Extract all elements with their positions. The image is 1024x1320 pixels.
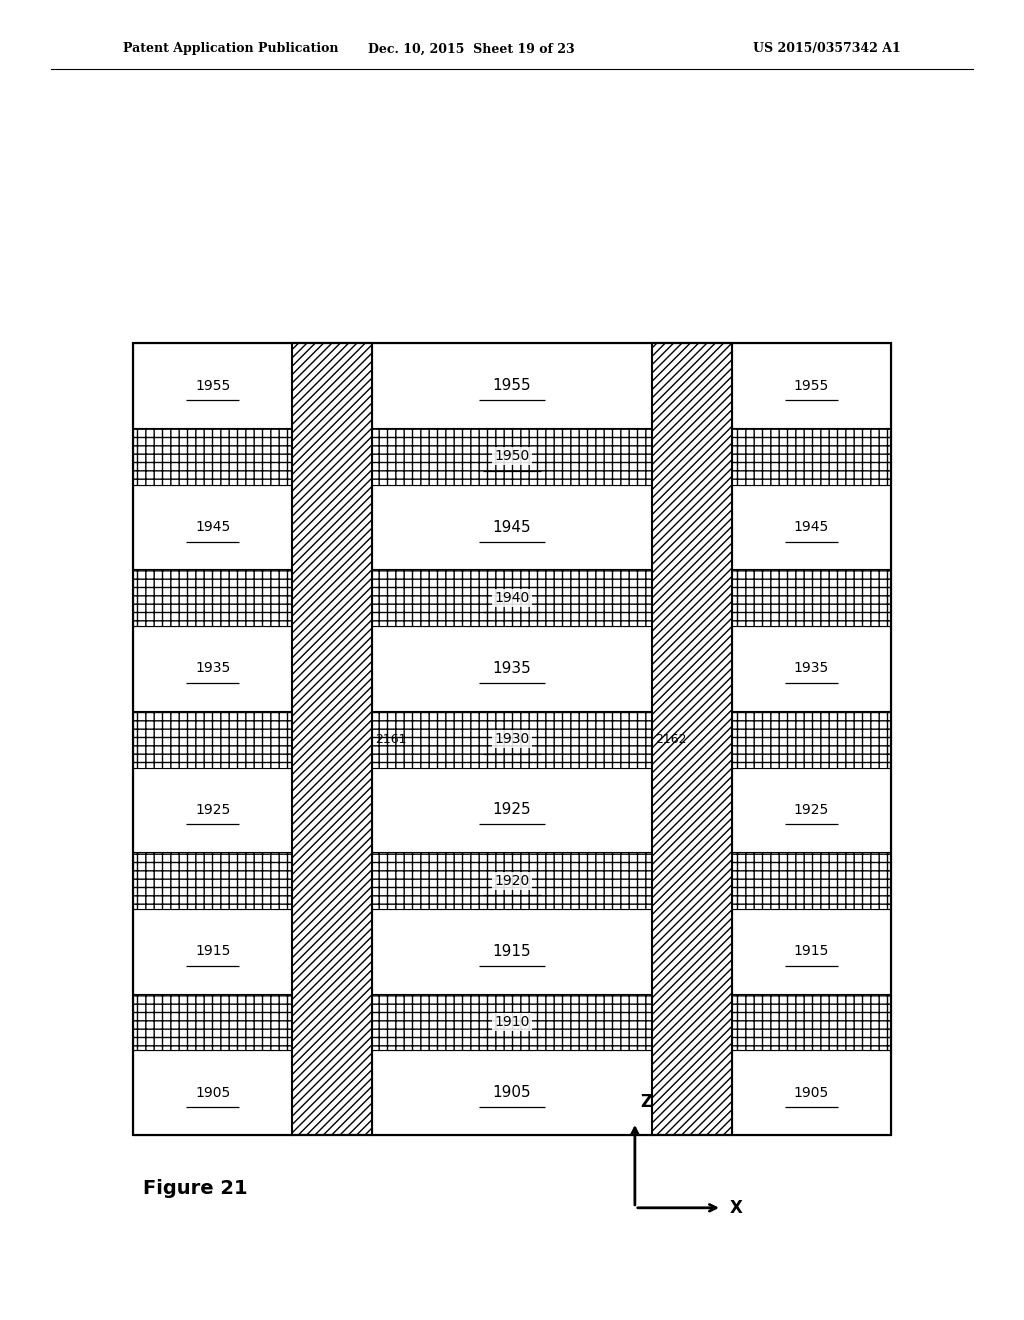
Text: 1955: 1955 [493, 378, 531, 393]
Bar [732, 343, 891, 428]
Bar [133, 711, 292, 767]
Bar [372, 909, 652, 994]
Bar [372, 711, 652, 767]
Bar [133, 853, 292, 909]
Text: 1935: 1935 [794, 661, 829, 676]
Text: 1925: 1925 [195, 803, 230, 817]
Text: 1905: 1905 [794, 1086, 829, 1100]
Bar [372, 1051, 652, 1135]
Text: Dec. 10, 2015  Sheet 19 of 23: Dec. 10, 2015 Sheet 19 of 23 [368, 42, 574, 55]
Bar [652, 343, 732, 1135]
Text: 1925: 1925 [493, 803, 531, 817]
Text: 1950: 1950 [495, 449, 529, 463]
Bar [372, 994, 652, 1051]
Bar [133, 994, 292, 1051]
Bar [292, 343, 372, 1135]
Bar [372, 569, 652, 626]
Bar [732, 428, 891, 484]
Bar [372, 767, 652, 853]
Bar [372, 343, 652, 428]
Bar [133, 343, 292, 428]
Bar [732, 767, 891, 853]
Bar [732, 711, 891, 767]
Text: 1945: 1945 [195, 520, 230, 535]
Bar [732, 1051, 891, 1135]
Text: 1915: 1915 [493, 944, 531, 958]
Bar [133, 484, 292, 569]
Text: Patent Application Publication: Patent Application Publication [123, 42, 338, 55]
Bar [372, 853, 652, 909]
Bar [133, 1051, 292, 1135]
Text: 1955: 1955 [195, 379, 230, 392]
Bar [133, 909, 292, 994]
Bar [732, 909, 891, 994]
Text: 1920: 1920 [495, 874, 529, 887]
Bar [133, 626, 292, 711]
Bar [133, 428, 292, 484]
Bar [372, 484, 652, 569]
Text: 1935: 1935 [493, 661, 531, 676]
Bar [133, 767, 292, 853]
Text: US 2015/0357342 A1: US 2015/0357342 A1 [754, 42, 901, 55]
Text: 1945: 1945 [493, 520, 531, 535]
Bar [732, 569, 891, 626]
Text: 1925: 1925 [794, 803, 829, 817]
Text: 1940: 1940 [495, 591, 529, 605]
Bar [372, 428, 652, 484]
Bar [372, 626, 652, 711]
Bar [732, 853, 891, 909]
Text: Figure 21: Figure 21 [143, 1179, 248, 1197]
Bar [732, 626, 891, 711]
Bar [133, 343, 891, 1135]
Text: 1935: 1935 [195, 661, 230, 676]
Text: 1915: 1915 [794, 944, 829, 958]
Text: 1930: 1930 [495, 733, 529, 746]
Text: 2161: 2161 [375, 733, 407, 746]
Bar [732, 994, 891, 1051]
Text: X: X [730, 1199, 743, 1217]
Text: 1955: 1955 [794, 379, 829, 392]
Text: 1915: 1915 [195, 944, 230, 958]
Bar [732, 484, 891, 569]
Bar [133, 343, 891, 1135]
Text: 1905: 1905 [493, 1085, 531, 1101]
Text: 1905: 1905 [195, 1086, 230, 1100]
Text: 1910: 1910 [495, 1015, 529, 1030]
Text: Z: Z [640, 1093, 652, 1111]
Text: 2162: 2162 [655, 733, 687, 746]
Bar [133, 569, 292, 626]
Text: 1945: 1945 [794, 520, 829, 535]
